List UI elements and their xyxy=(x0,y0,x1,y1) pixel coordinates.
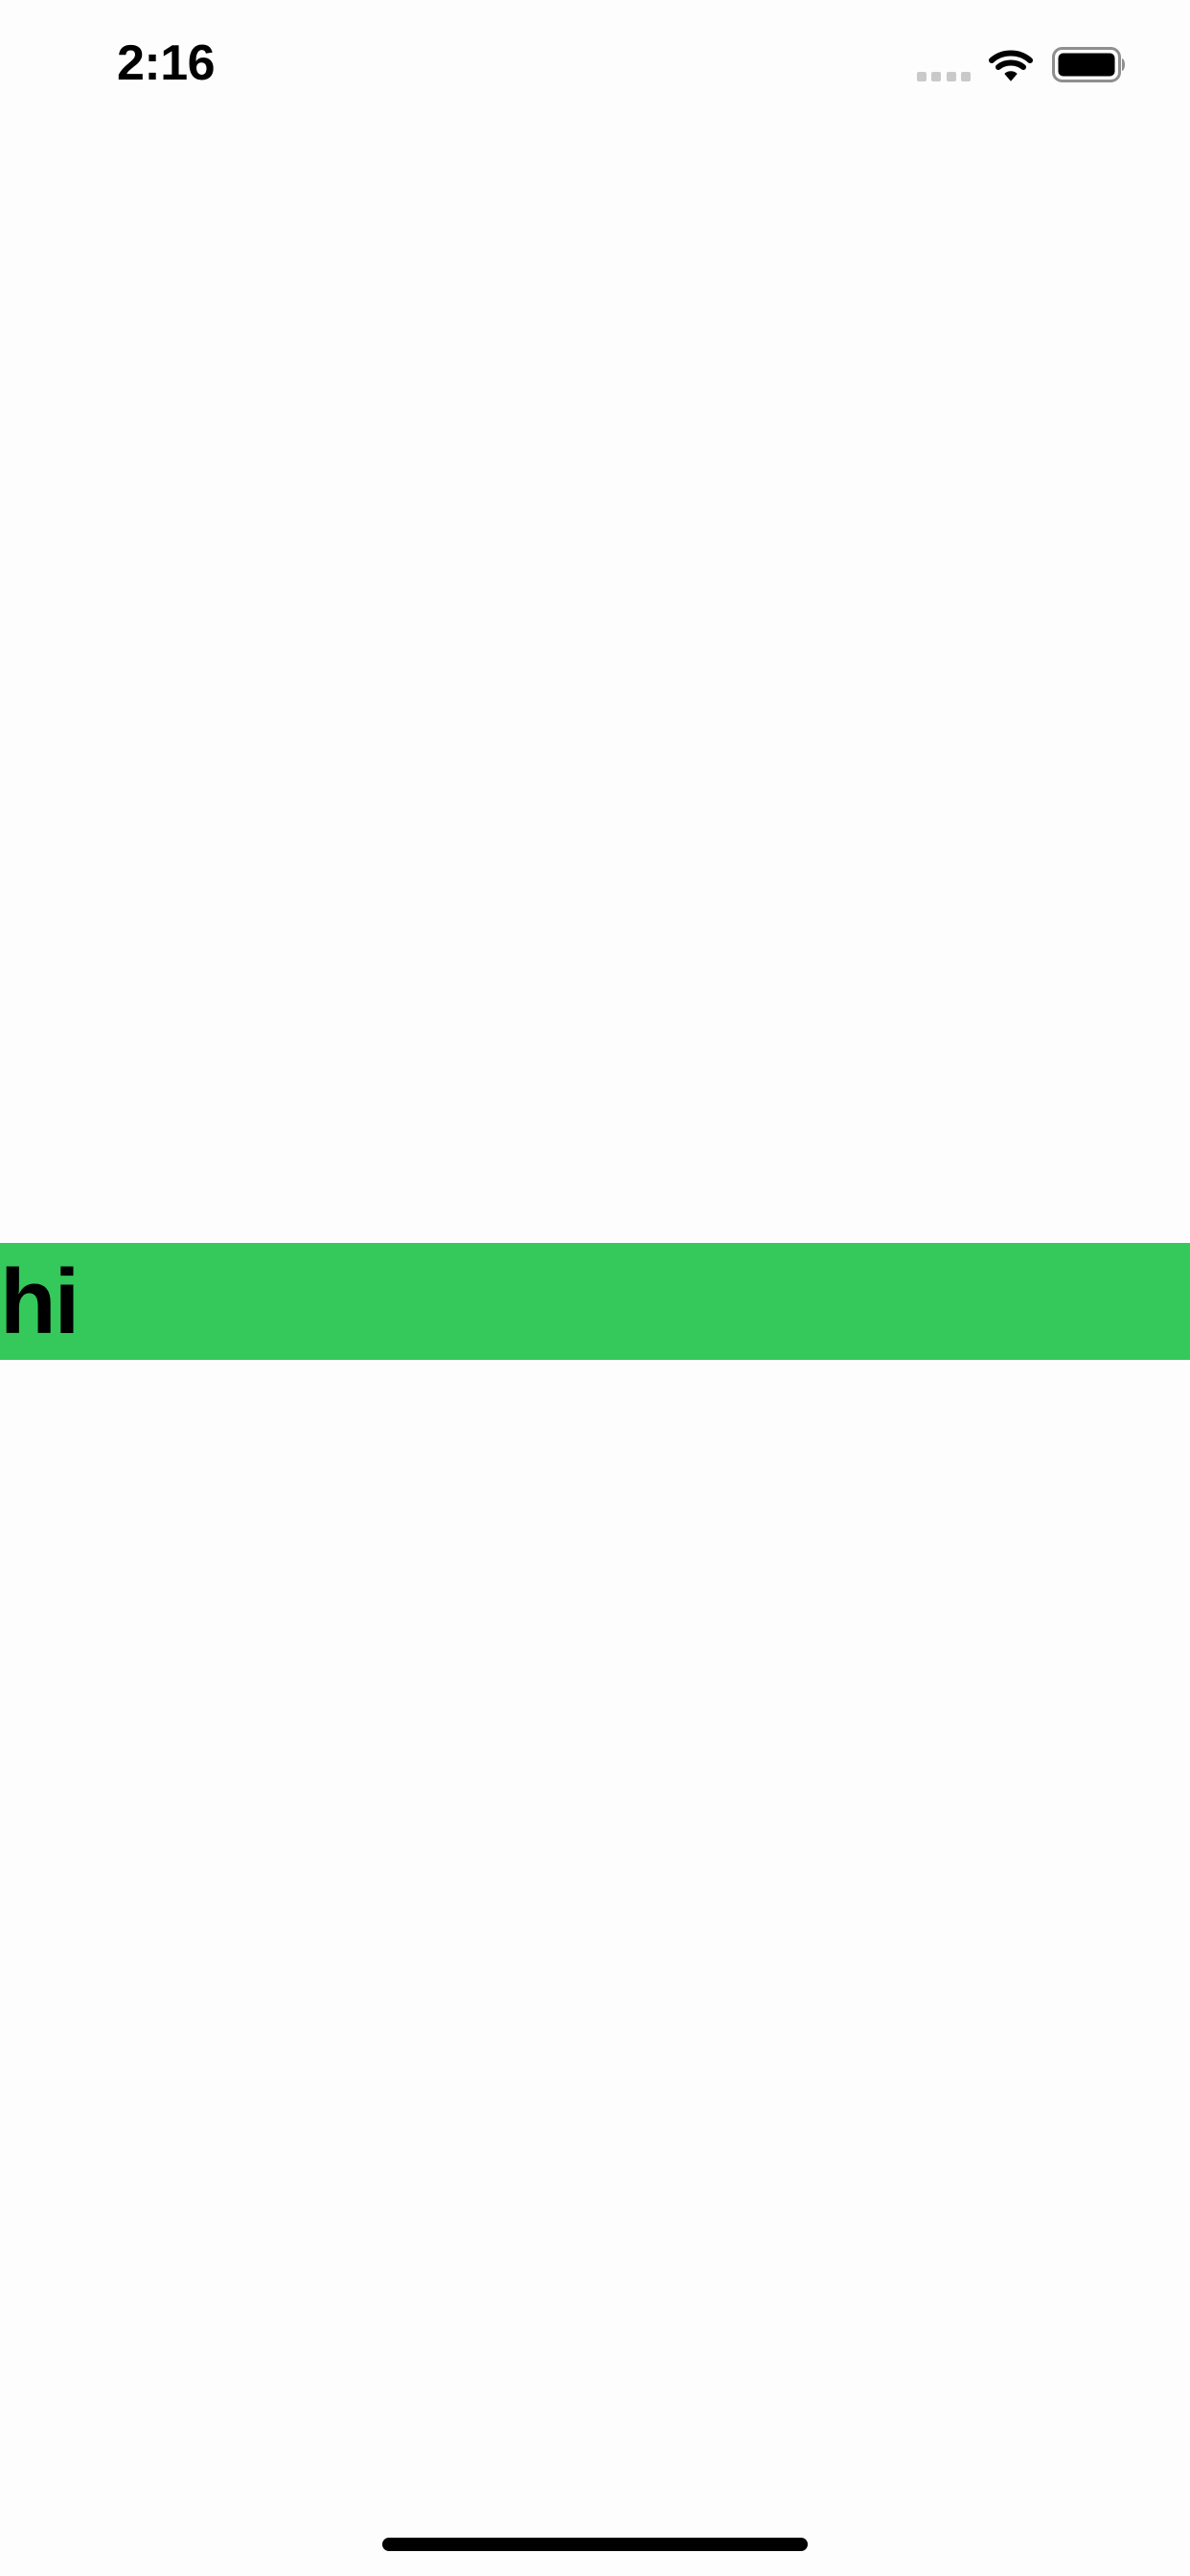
signal-dot xyxy=(946,72,956,81)
status-bar: 2:16 xyxy=(0,0,1190,134)
green-banner: hi xyxy=(0,1243,1190,1360)
signal-dot xyxy=(931,72,942,81)
signal-dot xyxy=(960,72,971,81)
signal-dot xyxy=(917,72,927,81)
battery-icon xyxy=(1052,47,1125,82)
cellular-signal-icon xyxy=(917,71,971,82)
wifi-icon xyxy=(989,50,1033,81)
home-indicator[interactable] xyxy=(382,2538,808,2551)
status-time: 2:16 xyxy=(117,35,216,91)
banner-label: hi xyxy=(0,1251,80,1353)
